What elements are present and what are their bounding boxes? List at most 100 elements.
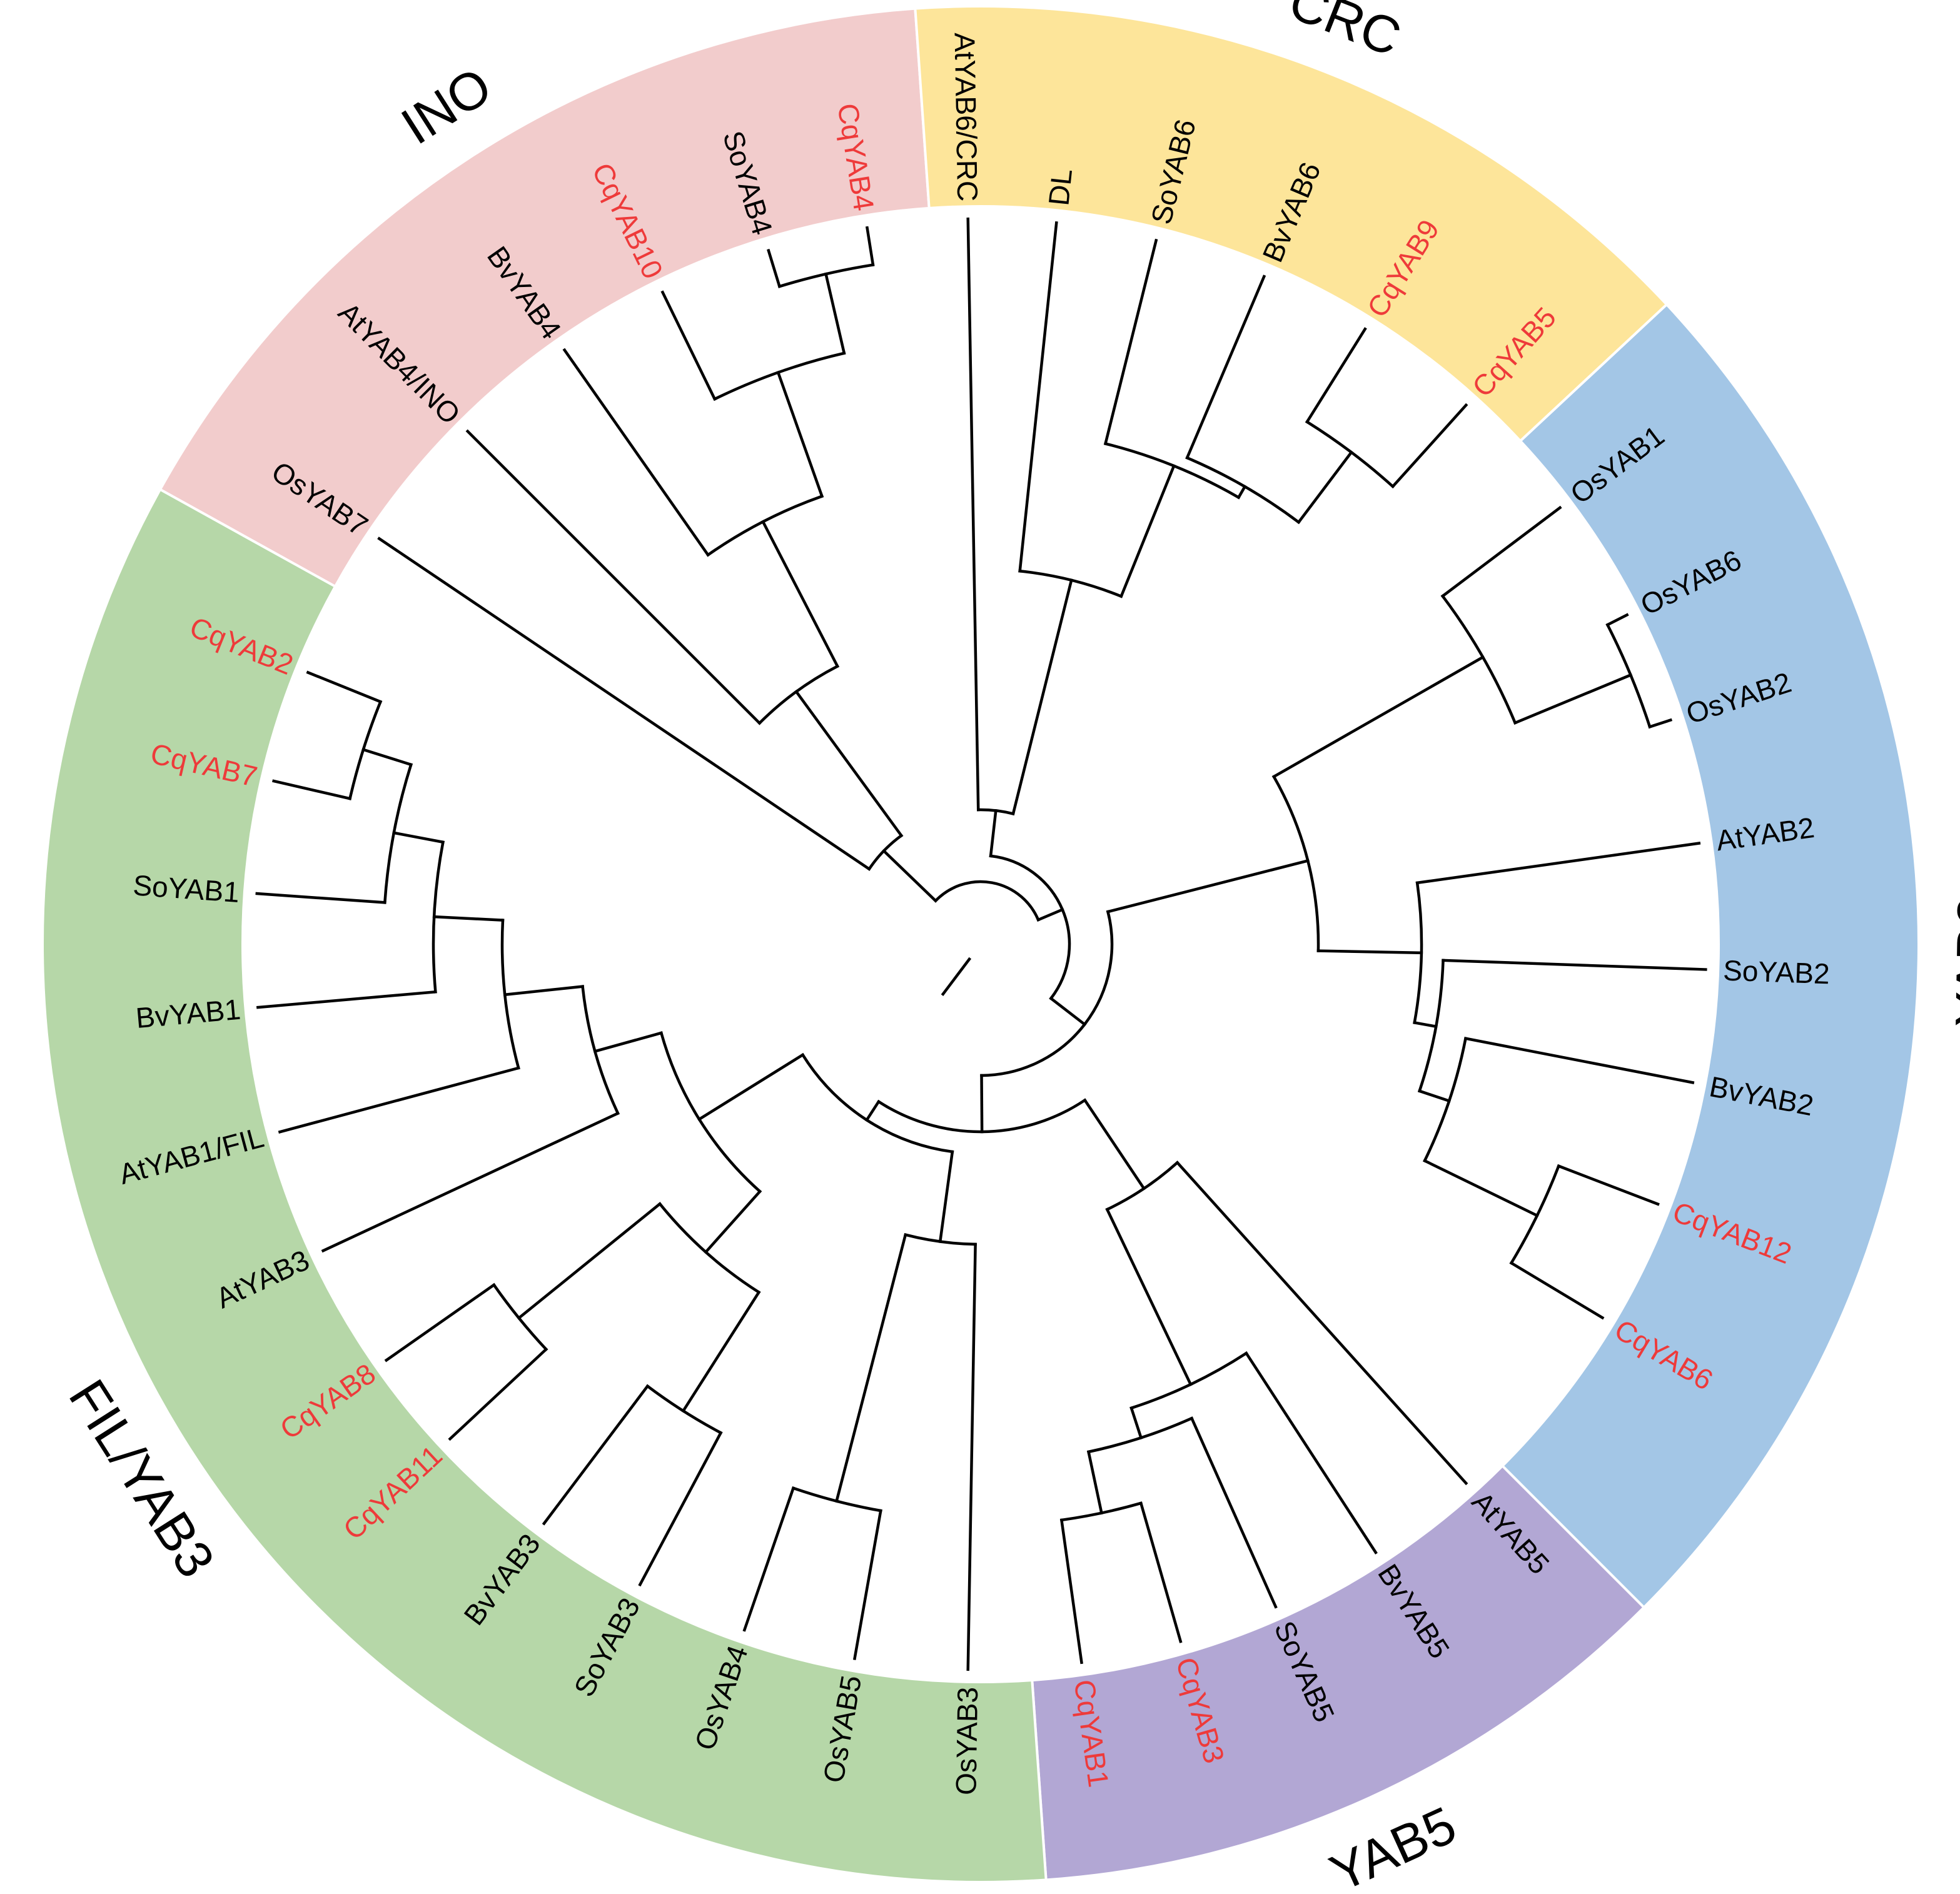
branch-n_yab5 [1083,1098,1146,1191]
branch-BvYAB2 [1463,1037,1695,1084]
branch-n_yab2d [1417,1089,1452,1103]
branch-n_os4 [834,1232,907,1503]
branch-arc-n_yab1e [348,700,383,800]
leaf-label-dl: DL [1042,167,1078,207]
branch-n_os3 [938,1150,954,1244]
branch-arc-n_ino3 [705,494,824,557]
branch-arc-n_yab3b [645,1384,723,1435]
branch-n_yab2c [1413,1020,1438,1029]
branch-CqYAB1 [1059,1518,1083,1665]
root-stub [941,957,972,997]
branch-n_ino3 [760,520,840,668]
leaf-label-soyab1: SoYAB1 [132,869,241,909]
branch-OsYAB4 [742,1486,796,1632]
branch-n_yab5d [1086,1450,1104,1515]
branch-CqYAB10 [660,290,717,401]
branch-n_yab3 [704,1189,762,1254]
branch-n_ino [881,849,938,903]
branch-CqYAB2 [306,670,383,704]
branch-CqYAB5 [1390,403,1468,489]
branch-OsYAB7 [377,536,871,871]
branch-n_crc4 [1236,485,1247,500]
branch-n_big [1049,996,1087,1027]
branch-n_yab5c [1129,1406,1143,1440]
branch-arc-n_ino2 [757,664,840,725]
branch-OsYAB3 [966,1242,977,1671]
leaf-label-soyab2: SoYAB2 [1722,954,1830,990]
branch-arc-n_dicot [659,1031,762,1194]
branch-arc-n_yab5 [1105,1161,1180,1212]
branch-AtYAB3 [321,1111,620,1253]
branch-arc-n_fy [876,1098,1087,1134]
branch-n_yab1e [361,747,413,767]
branch-arc-n_yab2b [1413,881,1423,1025]
branch-arc-n_crc2 [1018,569,1123,598]
branch-BvYAB6 [1185,275,1266,460]
clade-label-yab2: YAB2 [1944,896,1960,1027]
branch-n_yab1c [432,915,505,922]
branch-arc-n_ino4 [712,351,846,401]
branch-n_os2 [1513,673,1633,725]
branch-n_crc2 [1011,578,1073,816]
branch-n_yab3b [681,1290,761,1413]
branch-AtYAB2 [1415,842,1701,885]
branch-arc-n_crc4 [1185,456,1301,525]
branch-CqYAB7 [272,779,352,800]
branch-arc-n_yab1c [432,840,445,994]
branch-BvYAB4 [562,348,710,557]
branch-SoYAB2 [1442,959,1707,971]
branch-arc-n_crc5 [1305,420,1395,489]
branch-arc-n_ino5 [777,263,875,288]
branch-OsYAB1 [1440,505,1562,598]
branch-n_fil [864,1099,881,1122]
branch-AtYAB6 [966,217,980,812]
branch-arc-n_yab1d [383,763,413,904]
branch-arc-n_big [980,910,1114,1077]
branch-OsYAB6 [1605,613,1629,627]
branch-CqYAB6 [1509,1261,1605,1320]
branch-arc-n_os2 [1605,623,1652,729]
branch-OsYAB5 [852,1509,882,1660]
branch-n_yab2b [1316,949,1423,955]
branch-arc-n_yab1 [581,985,620,1116]
branch-BvYAB5 [1244,1351,1378,1554]
clade-label-crc: CRC [1281,0,1409,68]
branch-arc-n_yab5d [1059,1501,1143,1522]
branch-arc-n_os [1440,594,1517,725]
branch-n_yab1 [593,1031,664,1054]
branch-n_yab2e [1423,1159,1539,1217]
branch-CqYAB8 [384,1282,496,1363]
branch-n_main [1036,907,1064,922]
branch-arc-n_crc3 [1103,441,1241,500]
branch-AtYAB5 [1175,1161,1468,1486]
branch-n_os [1271,655,1485,779]
branch-arc-n_fil [801,1052,954,1154]
branch-n_yab3c [517,1202,662,1321]
branch-SoYAB1 [255,892,386,904]
leaf-label-atyab6: AtYAB6/CRC [949,33,984,202]
tree-background [243,206,1719,1682]
branch-arc-n_ino [867,834,904,871]
branch-arc-n_yab2d [1423,1037,1468,1163]
branch-CqYAB12 [1557,1164,1660,1206]
branch-arc-n_yab3 [657,1202,761,1294]
branch-n_yab1b [503,985,585,997]
branch-CqYAB3 [1139,1501,1183,1643]
branch-n_crc [989,808,998,858]
branch-n_crc3 [1119,464,1176,598]
branch-AtYAB4 [465,429,762,725]
branch-CqYAB11 [448,1347,548,1441]
branch-arc-n_os4 [791,1486,882,1513]
branch-SoYAB5 [1190,1416,1278,1609]
branch-arc-n_yab5b [1129,1351,1248,1410]
branch-SoYAB4 [767,248,782,288]
branch-arc-n_yab1b [500,919,520,1070]
branch-n_yab2 [1106,859,1310,914]
tree-branches [255,217,1707,1671]
branch-OsYAB2 [1648,718,1673,729]
branch-n_fy [980,1074,984,1134]
branch-arc-n_yab5c [1086,1416,1194,1454]
branch-BvYAB3 [542,1384,650,1526]
branch-BvYAB1 [256,990,437,1009]
